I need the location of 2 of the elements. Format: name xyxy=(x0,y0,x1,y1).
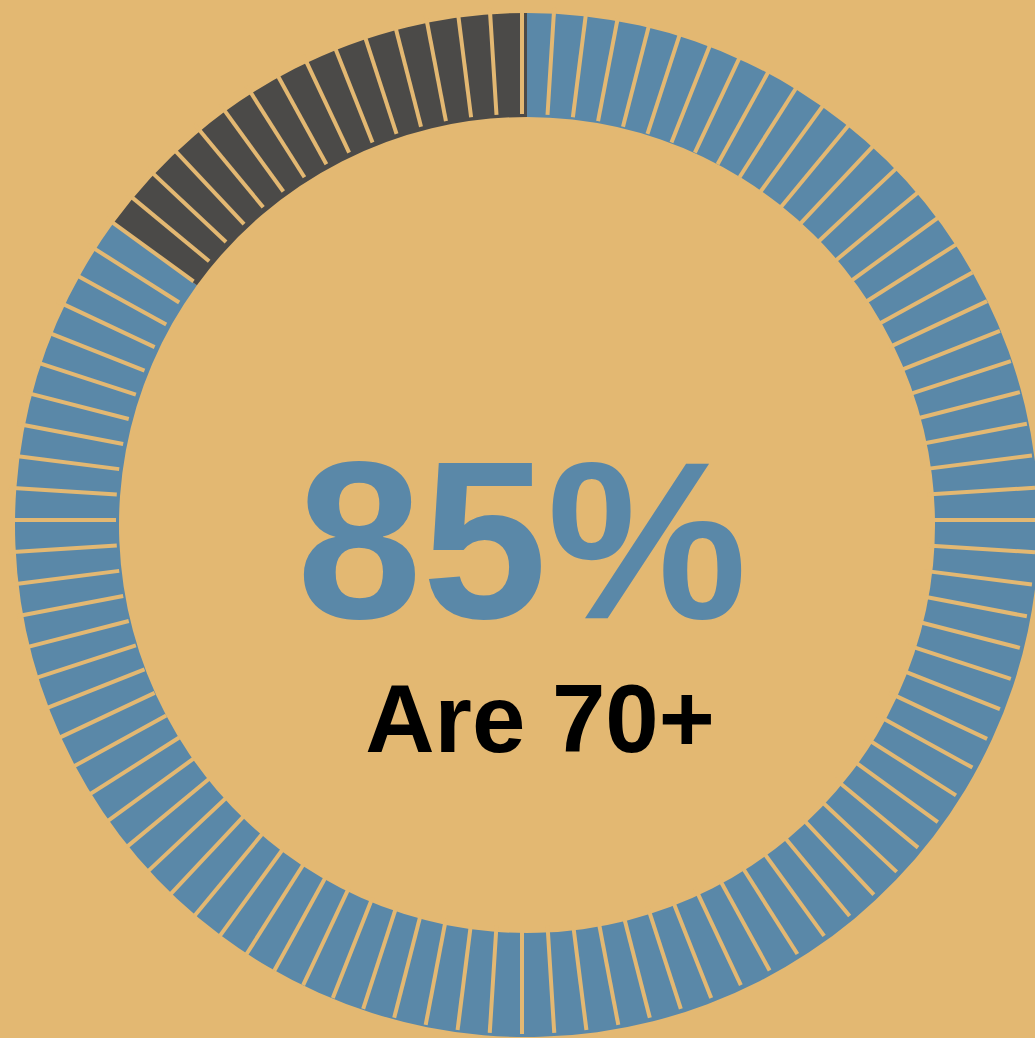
data-label: 85% xyxy=(296,414,748,666)
slice-label: Are 70+ xyxy=(365,665,715,772)
